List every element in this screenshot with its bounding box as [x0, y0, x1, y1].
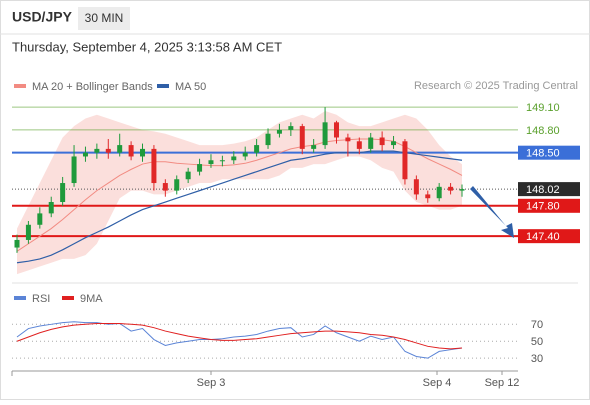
indicator-line [16, 322, 463, 350]
candle-body [140, 148, 146, 157]
indicator-line [16, 321, 463, 359]
y-tick-label: 30 [531, 353, 543, 365]
candle-body [288, 126, 294, 130]
legend-swatch [62, 296, 74, 300]
copyright: Research © 2025 Trading Central [414, 80, 578, 92]
candle-body [94, 148, 100, 153]
candle-body [117, 145, 123, 153]
level-label: 148.80 [526, 125, 560, 137]
level-label: 147.40 [526, 231, 560, 243]
legend-swatch [14, 84, 26, 88]
candle-body [276, 129, 282, 134]
candle-body [128, 145, 134, 157]
x-tick-label: Sep 4 [423, 377, 452, 389]
level-label-box [518, 198, 580, 213]
candle-body [48, 202, 54, 214]
candle-body [105, 148, 111, 153]
legend-swatch [14, 296, 26, 300]
candle-body [448, 186, 454, 191]
moving-average [16, 138, 463, 252]
forecast-arrow [470, 186, 514, 238]
moving-average [16, 150, 463, 264]
candle-body [459, 189, 465, 191]
candle-body [333, 122, 339, 138]
candle-body [174, 179, 180, 191]
candle-body [322, 122, 328, 146]
level-label-box [518, 145, 580, 160]
candle-body [265, 133, 271, 146]
candle-body [368, 137, 374, 149]
legend-label: RSI [32, 293, 50, 305]
candle-body [60, 183, 66, 203]
candle-body [37, 213, 43, 225]
candle-body [208, 160, 214, 165]
candle-body [413, 179, 419, 195]
candle-body [25, 224, 31, 240]
candle-body [436, 186, 442, 199]
level-label-box [518, 229, 580, 244]
level-label: 147.80 [526, 201, 560, 213]
candle-body [14, 239, 20, 248]
candle-body [345, 137, 351, 142]
candle-body [185, 171, 191, 180]
candle-body [391, 141, 397, 146]
candle-body [71, 156, 77, 184]
level-label: 149.10 [526, 102, 560, 114]
y-tick-label: 70 [531, 319, 543, 331]
timeframe-box [78, 7, 130, 30]
x-tick-label: Sep 12 [485, 377, 520, 389]
candle-body [402, 141, 408, 180]
candle-body [197, 164, 203, 172]
candle-body [82, 152, 88, 157]
datetime: Thursday, September 4, 2025 3:13:58 AM C… [12, 39, 282, 54]
candle-body [162, 183, 168, 191]
y-tick-label: 50 [531, 336, 543, 348]
candle-body [242, 152, 248, 157]
candle-body [254, 145, 260, 153]
candle-body [299, 126, 305, 149]
candle-body [219, 160, 225, 162]
timeframe: 30 MIN [85, 11, 124, 25]
candle-body [231, 156, 237, 161]
level-label: 148.50 [526, 148, 560, 160]
x-tick-label: Sep 3 [197, 377, 226, 389]
legend-label: MA 50 [175, 81, 206, 93]
legend-label: MA 20 + Bollinger Bands [32, 81, 153, 93]
candle-body [151, 148, 157, 184]
level-label-box [518, 182, 580, 197]
candle-body [379, 137, 385, 146]
candle-body [311, 145, 317, 149]
level-label: 148.02 [526, 184, 560, 196]
symbol: USD/JPY [12, 9, 73, 25]
candle-body [356, 141, 362, 149]
legend-swatch [157, 84, 169, 88]
candle-body [425, 194, 431, 199]
legend-label: 9MA [80, 293, 103, 305]
